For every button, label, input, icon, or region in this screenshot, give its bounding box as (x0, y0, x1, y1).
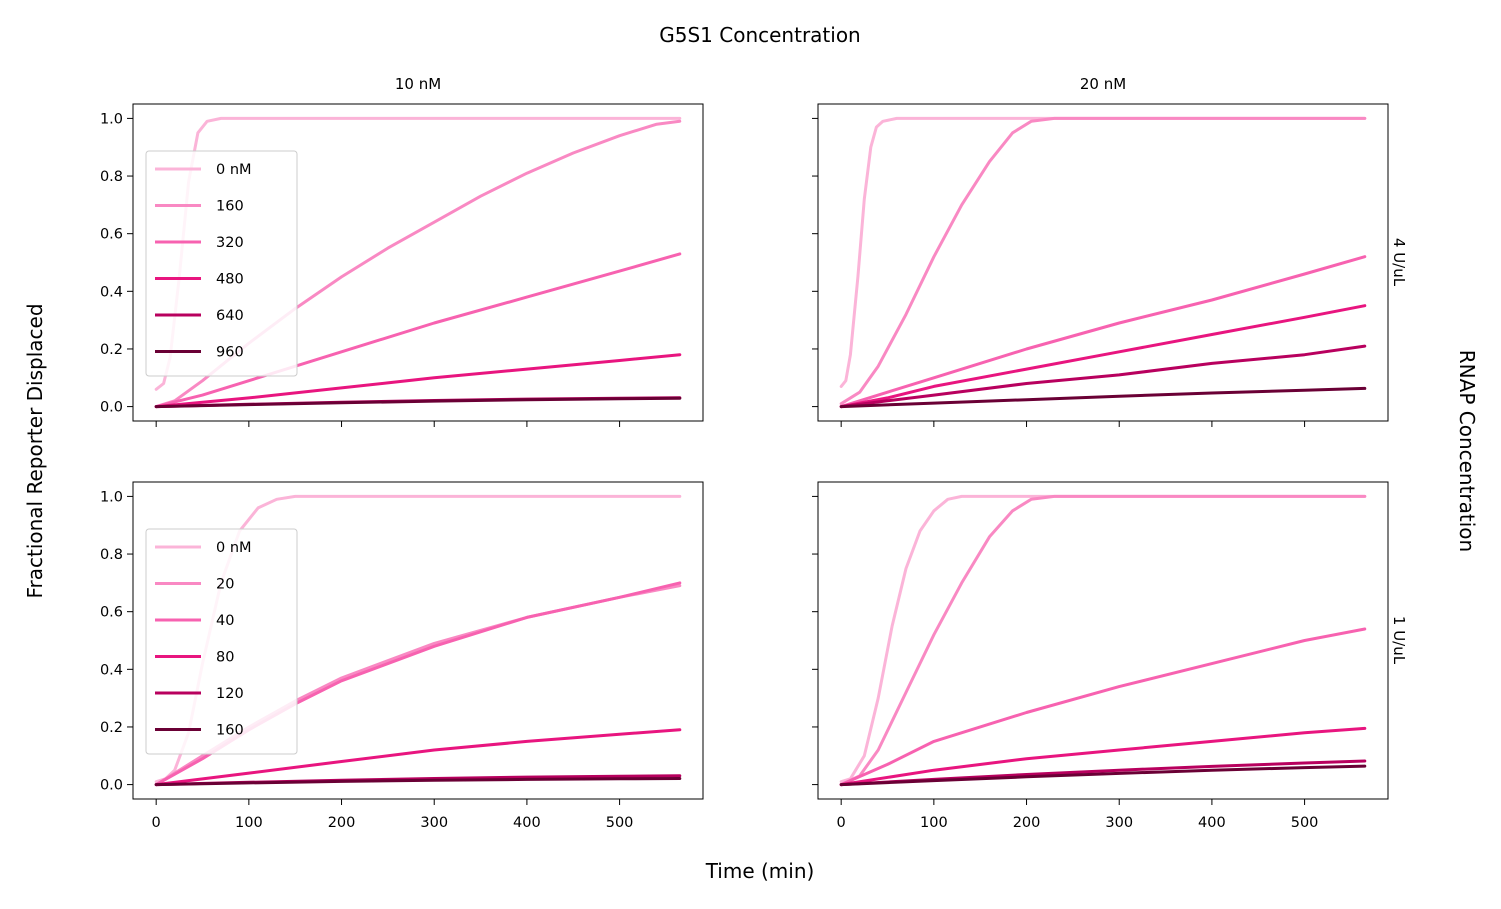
series-line-5 (839, 386, 1367, 409)
legend-label: 80 (216, 650, 234, 666)
x-tick-label: 100 (920, 815, 948, 831)
y-axis-label: Fractional Reporter Displaced (23, 303, 47, 598)
legend-label: 0 nM (216, 540, 252, 556)
y-tick-label: 0.4 (100, 284, 123, 300)
series-line-2 (839, 627, 1367, 787)
col-title-10nm: 10 nM (395, 75, 441, 93)
figure-suptitle: G5S1 Concentration (659, 23, 860, 47)
series-line-3 (154, 728, 682, 787)
y-tick-label: 0.6 (100, 227, 123, 243)
y-tick-label: 0.2 (100, 342, 123, 358)
legend-label: 20 (216, 577, 234, 593)
axes-frame (817, 481, 1389, 800)
axes-frame (817, 103, 1389, 422)
row-title-4u: 4 U/uL (1390, 238, 1408, 287)
legend-label: 640 (216, 308, 244, 324)
legend-label: 160 (216, 199, 244, 215)
x-tick-label: 0 (152, 815, 161, 831)
col-title-20nm: 20 nM (1080, 75, 1126, 93)
panels: 0.0 0.2 0.4 0.6 0.8 1.0 0 nM 160 320 480 640 960 0 10… (100, 103, 1389, 831)
panel-1 (812, 103, 1389, 427)
y-tick-label: 0.2 (100, 720, 123, 736)
series-line-3 (839, 304, 1367, 409)
series-line-1 (839, 494, 1367, 787)
series-line-2 (839, 255, 1367, 409)
series-line-0 (839, 494, 1367, 784)
legend-label: 960 (216, 345, 244, 361)
series-line-5 (839, 764, 1367, 787)
series-line-4 (839, 344, 1367, 409)
x-tick-label: 200 (328, 815, 356, 831)
x-tick-label: 400 (1198, 815, 1226, 831)
legend-label: 320 (216, 235, 244, 251)
x-tick-label: 0 (837, 815, 846, 831)
axes-frame (132, 103, 704, 422)
legend (145, 150, 298, 377)
legend-label: 480 (216, 272, 244, 288)
axes-frame (132, 481, 704, 800)
y-tick-label: 0.0 (100, 778, 123, 794)
row-title-1u: 1 U/uL (1390, 616, 1408, 665)
y-tick-label: 1.0 (100, 489, 123, 505)
series-line-2 (154, 252, 682, 409)
legend-label: 40 (216, 613, 234, 629)
series-line-3 (154, 353, 682, 409)
y-tick-label: 0.4 (100, 662, 123, 678)
y-tick-label: 0.6 (100, 605, 123, 621)
x-tick-label: 300 (1105, 815, 1133, 831)
series-line-1 (839, 116, 1367, 406)
x-tick-label: 200 (1013, 815, 1041, 831)
x-tick-label: 500 (1291, 815, 1319, 831)
legend-label: 120 (216, 686, 244, 702)
y-tick-label: 0.0 (100, 400, 123, 416)
legend-label: 160 (216, 723, 244, 739)
x-tick-label: 500 (606, 815, 634, 831)
panel-3: 0 100 200 300 400 500 (812, 481, 1389, 831)
panel-0: 0.0 0.2 0.4 0.6 0.8 1.0 0 nM 160 320 480 640 960 (100, 103, 704, 427)
legend-label: 0 nM (216, 162, 252, 178)
x-tick-label: 400 (513, 815, 541, 831)
x-tick-label: 300 (420, 815, 448, 831)
y-tick-label: 1.0 (100, 111, 123, 127)
right-axis-label: RNAP Concentration (1455, 350, 1479, 552)
y-tick-label: 0.8 (100, 547, 123, 563)
y-tick-label: 0.8 (100, 169, 123, 185)
x-axis-label: Time (min) (705, 859, 815, 883)
panel-2: 0 100 200 300 400 500 0.0 0.2 0.4 0.6 0.8 1.0 0 nM 20… (100, 481, 704, 831)
series-line-3 (839, 726, 1367, 787)
legend (145, 528, 298, 755)
series-line-0 (839, 116, 1367, 388)
series-line-5 (154, 396, 682, 409)
series-line-5 (154, 777, 682, 787)
x-tick-label: 100 (235, 815, 263, 831)
